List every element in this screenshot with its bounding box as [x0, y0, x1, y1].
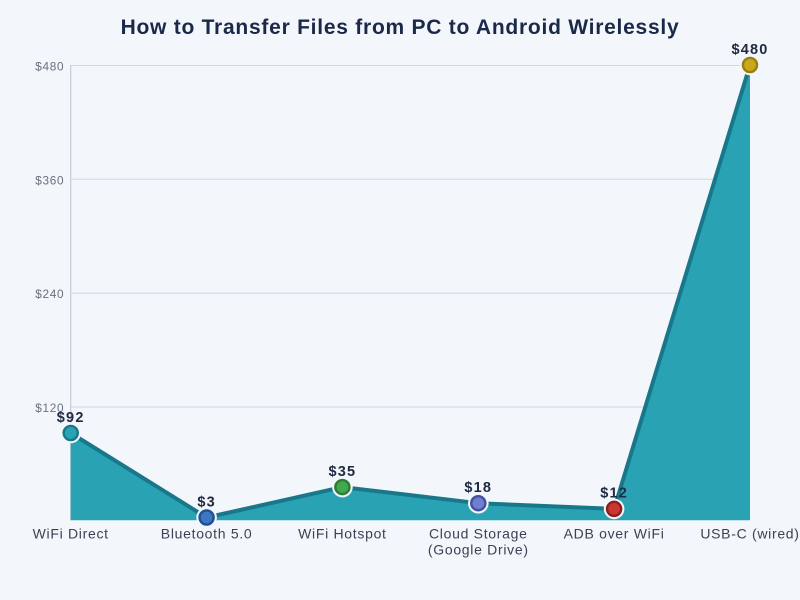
- svg-text:How to Transfer Files from PC: How to Transfer Files from PC to Android…: [121, 16, 680, 39]
- svg-text:(Google Drive): (Google Drive): [428, 542, 529, 558]
- svg-text:USB-C (wired): USB-C (wired): [700, 526, 799, 542]
- svg-text:$480: $480: [731, 42, 768, 58]
- svg-text:$35: $35: [329, 464, 357, 480]
- svg-text:Cloud Storage: Cloud Storage: [429, 526, 528, 542]
- svg-text:$120: $120: [35, 401, 64, 415]
- svg-text:$12: $12: [600, 486, 628, 502]
- svg-text:$3: $3: [197, 494, 216, 510]
- svg-text:$360: $360: [35, 173, 64, 187]
- svg-text:Bluetooth 5.0: Bluetooth 5.0: [161, 526, 253, 542]
- svg-text:$240: $240: [35, 287, 64, 301]
- svg-text:ADB over WiFi: ADB over WiFi: [564, 526, 665, 542]
- svg-text:$480: $480: [35, 60, 64, 74]
- svg-text:WiFi Direct: WiFi Direct: [33, 526, 109, 542]
- svg-text:WiFi Hotspot: WiFi Hotspot: [298, 526, 387, 542]
- svg-text:$92: $92: [57, 410, 85, 426]
- svg-text:$18: $18: [464, 480, 492, 496]
